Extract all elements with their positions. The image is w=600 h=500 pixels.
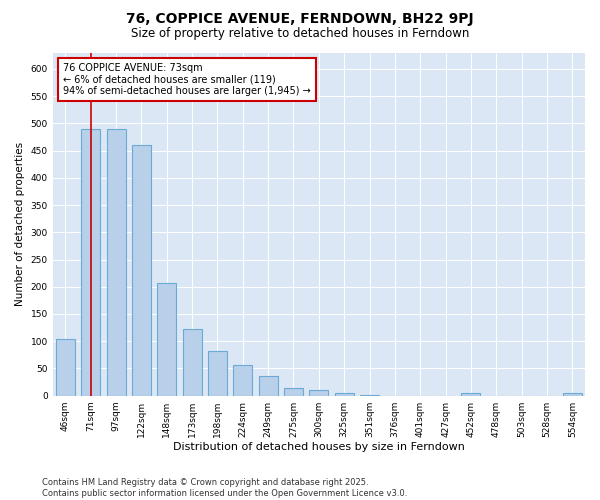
Bar [360,394,379,396]
Bar [233,364,252,396]
Bar [310,390,328,396]
Bar [563,393,582,396]
Text: 76 COPPICE AVENUE: 73sqm
← 6% of detached houses are smaller (119)
94% of semi-d: 76 COPPICE AVENUE: 73sqm ← 6% of detache… [64,63,311,96]
Bar [284,388,303,396]
Bar [157,283,176,396]
Bar [182,329,202,396]
Y-axis label: Number of detached properties: Number of detached properties [15,142,25,306]
Bar [461,393,481,396]
Text: Contains HM Land Registry data © Crown copyright and database right 2025.
Contai: Contains HM Land Registry data © Crown c… [42,478,407,498]
Bar [335,393,353,396]
Bar [208,351,227,396]
X-axis label: Distribution of detached houses by size in Ferndown: Distribution of detached houses by size … [173,442,465,452]
Text: Size of property relative to detached houses in Ferndown: Size of property relative to detached ho… [131,28,469,40]
Bar [132,145,151,396]
Bar [56,338,75,396]
Text: 76, COPPICE AVENUE, FERNDOWN, BH22 9PJ: 76, COPPICE AVENUE, FERNDOWN, BH22 9PJ [126,12,474,26]
Bar [81,129,100,396]
Bar [259,376,278,396]
Bar [107,129,125,396]
